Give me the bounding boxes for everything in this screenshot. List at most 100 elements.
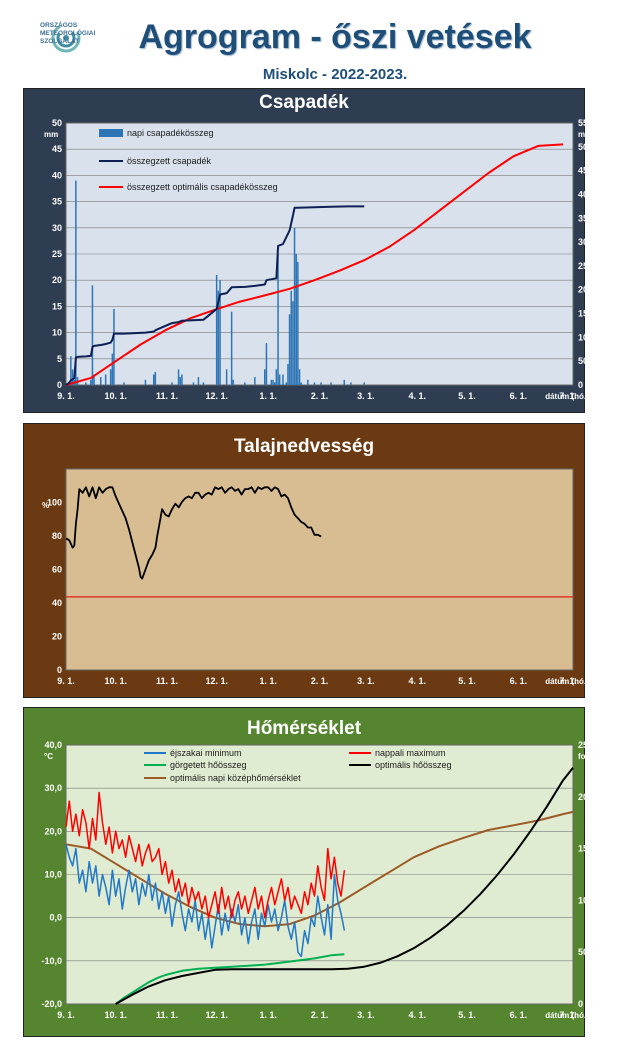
x-tick-label: 11. 1. bbox=[156, 391, 178, 401]
x-tick-label: 6. 1. bbox=[510, 1010, 528, 1020]
y-tick-label-right: 150 bbox=[578, 309, 586, 319]
precipitation-bar bbox=[202, 382, 205, 385]
y-tick-label-left: 0 bbox=[57, 380, 62, 390]
precipitation-bar bbox=[295, 254, 297, 385]
soil-moisture-chart: 0 20 40 60 80 100 9. 1. 10. 1. 11. 1. 12. 1. 1. 1.… bbox=[42, 468, 586, 686]
x-tick-label: 4. 1. bbox=[408, 676, 426, 686]
day-maximum-line bbox=[65, 791, 346, 919]
precipitation-panel: 0510152025303540455005010015020025030035… bbox=[23, 88, 586, 413]
precipitation-bar bbox=[285, 382, 287, 385]
precipitation-bar bbox=[71, 369, 74, 385]
legend-label: görgetett hőösszeg bbox=[170, 760, 247, 770]
precipitation-title: Csapadék bbox=[259, 92, 349, 113]
precipitation-bar bbox=[192, 382, 195, 385]
temperature-chart: -20,0 -10,0 0,0 10,0 20,0 30,0 40,0 0 500 1000 150… bbox=[41, 740, 586, 1020]
y-tick-label-left: 45 bbox=[52, 144, 62, 154]
precipitation-bar bbox=[363, 382, 365, 385]
y-axis-unit-left: % bbox=[42, 501, 49, 510]
y-tick-label-right: 400 bbox=[578, 189, 586, 199]
soil-moisture-title: Talajnedvesség bbox=[233, 436, 375, 457]
legend-label: összegzett csapadék bbox=[127, 156, 212, 166]
precipitation-bar bbox=[244, 382, 246, 385]
x-tick-label: 9. 1. bbox=[57, 676, 75, 686]
legend-label: összegzett optimális csapadékösszeg bbox=[127, 182, 278, 192]
night-minimum-line bbox=[65, 844, 346, 958]
precipitation-bar bbox=[93, 374, 95, 385]
y-tick-label-right: 0 bbox=[578, 999, 583, 1009]
x-tick-label: 5. 1. bbox=[458, 391, 476, 401]
legend-swatch-bar bbox=[99, 129, 123, 137]
x-tick-label: 10. 1. bbox=[104, 1010, 127, 1020]
x-axis-label: dátum (hó.nap) bbox=[545, 1011, 586, 1020]
logo-line-3: SZOLGÁLAT bbox=[40, 38, 80, 45]
precipitation-bar bbox=[273, 382, 276, 385]
x-tick-label: 11. 1. bbox=[156, 1010, 178, 1020]
precipitation-bar bbox=[230, 311, 233, 385]
y-tick-label-left: 30,0 bbox=[44, 783, 62, 793]
y-tick-label-left: -20,0 bbox=[41, 999, 62, 1009]
precipitation-bar bbox=[254, 377, 256, 385]
y-tick-label-right: 350 bbox=[578, 213, 586, 223]
plot-area bbox=[65, 468, 574, 671]
x-tick-label: 7. 1. bbox=[559, 1010, 577, 1020]
logo-text: ORSZÁGOS METEOROLÓGIAI SZOLGÁLAT bbox=[40, 22, 95, 46]
y-axis-unit-left: mm bbox=[44, 130, 58, 139]
x-tick-label: 4. 1. bbox=[408, 1010, 426, 1020]
y-axis-unit-left: °C bbox=[44, 752, 53, 761]
y-tick-label-left: 100 bbox=[47, 498, 62, 508]
y-tick-label-left: 80 bbox=[52, 531, 62, 541]
precipitation-bar bbox=[197, 377, 200, 385]
y-tick-label-right: 300 bbox=[578, 237, 586, 247]
x-tick-label: 9. 1. bbox=[57, 1010, 75, 1020]
precipitation-chart: 0510152025303540455005010015020025030035… bbox=[44, 118, 586, 401]
precipitation-bar bbox=[272, 379, 274, 385]
y-tick-label-right: 0 bbox=[578, 380, 583, 390]
precipitation-bar bbox=[217, 290, 220, 385]
precipitation-bar bbox=[104, 374, 107, 385]
x-tick-label: 3. 1. bbox=[357, 1010, 375, 1020]
y-tick-label-left: 20 bbox=[52, 275, 62, 285]
precipitation-bar bbox=[300, 382, 302, 385]
y-tick-label-left: -10,0 bbox=[41, 956, 62, 966]
precipitation-bar bbox=[270, 379, 273, 385]
x-tick-label: 2. 1. bbox=[311, 391, 329, 401]
x-tick-label: 4. 1. bbox=[408, 391, 426, 401]
y-tick-label-right: 100 bbox=[578, 332, 586, 342]
x-tick-label: 1. 1. bbox=[259, 1010, 277, 1020]
legend-label: nappali maximum bbox=[375, 748, 446, 758]
logo-line-1: ORSZÁGOS bbox=[40, 22, 78, 29]
precipitation-bar bbox=[292, 301, 294, 385]
precipitation-bar bbox=[144, 379, 147, 385]
x-tick-label: 6. 1. bbox=[510, 391, 528, 401]
x-tick-label: 9. 1. bbox=[57, 391, 75, 401]
x-tick-label: 11. 1. bbox=[156, 676, 178, 686]
precipitation-bar bbox=[154, 371, 157, 385]
x-tick-label: 6. 1. bbox=[510, 676, 528, 686]
precipitation-bar bbox=[179, 377, 181, 385]
precipitation-bar bbox=[343, 379, 345, 385]
x-tick-label: 12. 1. bbox=[206, 391, 229, 401]
precipitation-bar bbox=[297, 261, 299, 385]
y-tick-label-right: 1000 bbox=[578, 895, 586, 905]
y-tick-label-right: 2000 bbox=[578, 792, 586, 802]
x-tick-label: 1. 1. bbox=[259, 391, 277, 401]
precipitation-bar bbox=[320, 382, 322, 385]
optimal-heat-sum-line bbox=[115, 767, 574, 1005]
x-tick-label: 10. 1. bbox=[104, 676, 127, 686]
soil-moisture-panel: 0 20 40 60 80 100 9. 1. 10. 1. 11. 1. 12. 1. 1. 1.… bbox=[23, 423, 586, 698]
rolling-heat-sum-line bbox=[115, 953, 345, 1005]
legend-label: éjszakai minimum bbox=[170, 748, 242, 758]
precipitation-bar bbox=[264, 369, 266, 385]
precipitation-bar bbox=[70, 356, 72, 385]
y-tick-label-right: 200 bbox=[578, 285, 586, 295]
precipitation-bar bbox=[113, 309, 115, 385]
page-subtitle: Miskolc - 2022-2023. bbox=[262, 66, 408, 83]
y-tick-label-left: 15 bbox=[52, 301, 62, 311]
precipitation-bar bbox=[298, 369, 301, 385]
precipitation-bar bbox=[225, 369, 228, 385]
y-tick-label-right: 50 bbox=[578, 356, 586, 366]
y-tick-label-right: 2500 bbox=[578, 740, 586, 750]
precipitation-bar bbox=[111, 353, 114, 385]
precipitation-bar bbox=[219, 280, 221, 385]
precipitation-bar bbox=[75, 180, 77, 385]
